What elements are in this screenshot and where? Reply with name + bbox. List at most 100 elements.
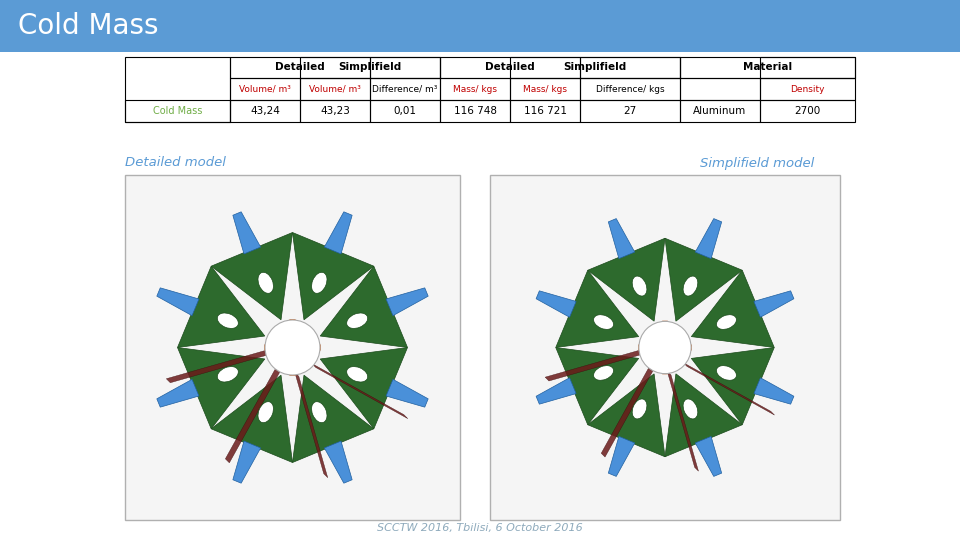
Polygon shape (536, 378, 576, 404)
Polygon shape (178, 348, 265, 429)
Text: Mass/ kgs: Mass/ kgs (453, 84, 497, 93)
Polygon shape (669, 345, 691, 350)
Ellipse shape (347, 313, 368, 328)
Bar (300, 57, 440, 78)
Bar (680, 57, 855, 78)
Bar (125, 100, 230, 122)
Bar (125, 57, 230, 122)
Bar (760, 100, 855, 122)
Polygon shape (233, 212, 260, 254)
Text: Aluminum: Aluminum (693, 106, 747, 116)
Polygon shape (662, 352, 667, 374)
Bar (760, 57, 855, 78)
Text: 43,23: 43,23 (320, 106, 350, 116)
Ellipse shape (258, 402, 274, 423)
Text: 0,01: 0,01 (394, 106, 417, 116)
Polygon shape (290, 320, 296, 343)
Polygon shape (211, 233, 293, 320)
Polygon shape (684, 363, 775, 415)
Bar (370, 78, 440, 100)
Bar (680, 78, 760, 100)
Polygon shape (665, 374, 742, 457)
Text: 27: 27 (623, 106, 636, 116)
Ellipse shape (347, 367, 368, 382)
Bar (230, 78, 300, 100)
Polygon shape (295, 373, 327, 478)
Polygon shape (556, 348, 638, 425)
Ellipse shape (638, 321, 691, 374)
Polygon shape (265, 345, 288, 350)
Text: Simplifield: Simplifield (564, 63, 627, 72)
Bar (510, 57, 680, 78)
Bar (300, 78, 370, 100)
Bar (0, 0, 960, 52)
Ellipse shape (593, 366, 613, 380)
Polygon shape (754, 378, 794, 404)
Polygon shape (662, 321, 667, 343)
Polygon shape (609, 436, 635, 476)
Bar (490, 175, 840, 520)
Polygon shape (166, 350, 272, 383)
Polygon shape (665, 238, 742, 321)
Polygon shape (211, 375, 293, 462)
Bar (580, 78, 680, 100)
Ellipse shape (312, 402, 327, 423)
Polygon shape (324, 441, 352, 483)
Bar (510, 100, 580, 122)
Polygon shape (293, 375, 373, 462)
Polygon shape (601, 366, 654, 457)
Bar (230, 57, 370, 78)
Text: Detailed: Detailed (276, 63, 324, 72)
Ellipse shape (633, 276, 647, 296)
Text: SCCTW 2016, Tbilisi, 6 October 2016: SCCTW 2016, Tbilisi, 6 October 2016 (377, 523, 583, 533)
Text: 116 721: 116 721 (523, 106, 566, 116)
Ellipse shape (265, 320, 320, 375)
Text: Density: Density (790, 84, 825, 93)
Ellipse shape (258, 272, 274, 293)
Bar (580, 57, 680, 78)
Ellipse shape (716, 366, 736, 380)
Text: Simplifield: Simplifield (338, 63, 401, 72)
Polygon shape (386, 288, 428, 316)
Text: 43,24: 43,24 (250, 106, 280, 116)
Polygon shape (556, 270, 638, 348)
Text: Volume/ m³: Volume/ m³ (239, 84, 291, 93)
Polygon shape (545, 350, 645, 381)
Bar (760, 78, 855, 100)
Bar (370, 100, 440, 122)
Polygon shape (695, 219, 722, 259)
Text: Detailed: Detailed (485, 63, 535, 72)
Polygon shape (588, 374, 665, 457)
Polygon shape (588, 238, 665, 321)
Polygon shape (156, 380, 199, 407)
Ellipse shape (633, 399, 647, 419)
Polygon shape (386, 380, 428, 407)
Text: Difference/ kgs: Difference/ kgs (596, 84, 664, 93)
Text: Difference/ m³: Difference/ m³ (372, 84, 438, 93)
Polygon shape (321, 348, 407, 429)
Ellipse shape (312, 272, 327, 293)
Polygon shape (156, 288, 199, 316)
Polygon shape (691, 348, 775, 425)
Polygon shape (324, 212, 352, 254)
Polygon shape (312, 363, 408, 418)
Text: Simplifield model: Simplifield model (700, 157, 814, 170)
Bar (440, 57, 580, 78)
Polygon shape (226, 367, 280, 463)
Text: 116 748: 116 748 (453, 106, 496, 116)
Ellipse shape (217, 367, 238, 382)
Text: Volume/ m³: Volume/ m³ (309, 84, 361, 93)
Bar (440, 78, 510, 100)
Text: Cold Mass: Cold Mass (18, 12, 158, 40)
Bar (300, 100, 370, 122)
Polygon shape (638, 345, 660, 350)
Ellipse shape (217, 313, 238, 328)
Ellipse shape (684, 399, 698, 419)
Bar (125, 175, 460, 520)
Polygon shape (536, 291, 576, 317)
Polygon shape (233, 441, 260, 483)
Polygon shape (609, 219, 635, 259)
Polygon shape (754, 291, 794, 317)
Polygon shape (178, 266, 265, 348)
Text: 2700: 2700 (794, 106, 821, 116)
